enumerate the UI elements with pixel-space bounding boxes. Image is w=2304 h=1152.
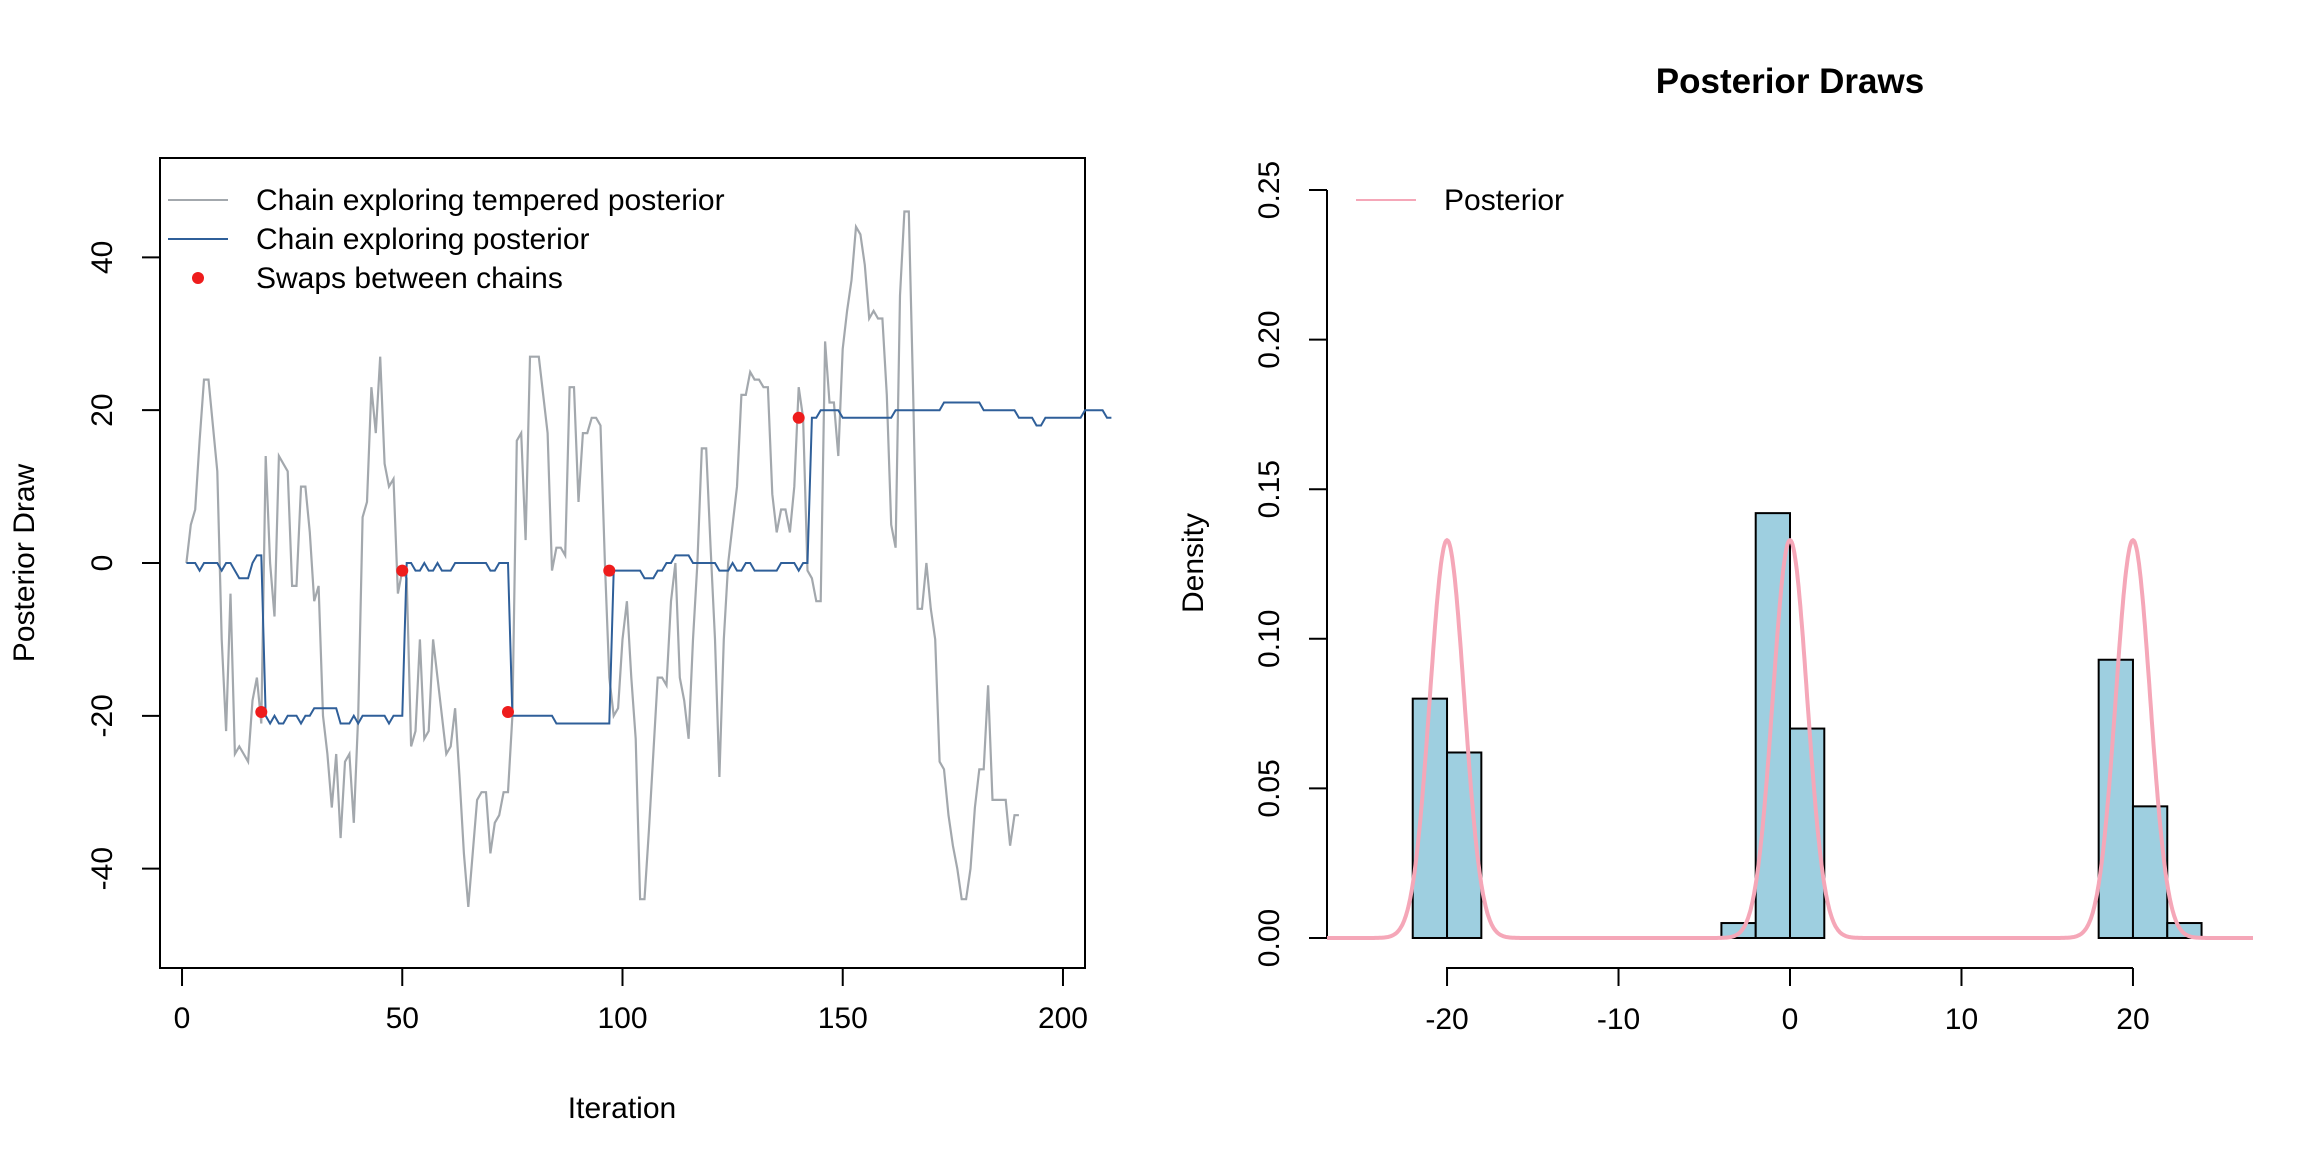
trace-y-tick-label: 0 [86,555,119,572]
histogram-bar [2166,922,2203,939]
posterior-curve-line [1327,537,2253,940]
legend-entry-label: Chain exploring tempered posterior [256,184,725,217]
trace-y-tick-label: -40 [86,847,119,890]
histogram-y-tick-label: 0.15 [1253,460,1286,518]
posterior-chain-line [186,401,1112,726]
histogram-y-tick-label: 0.10 [1253,610,1286,668]
legend-entry-label: Posterior [1444,184,1564,217]
legend-entry-label: Swaps between chains [256,262,563,295]
histogram-bar [1411,697,1449,940]
histogram-title: Posterior Draws [1656,62,1924,101]
swap-point [501,706,514,719]
trace-y-label: Posterior Draw [8,463,41,662]
trace-swaps [255,411,805,719]
trace-x-tick-label: 0 [174,1002,191,1035]
histogram-y-tick-label: 0.20 [1253,310,1286,368]
histogram-y-label: Density [1177,513,1210,613]
posterior-density-curve [1327,537,2253,940]
swap-point [396,564,409,577]
trace-y-tick-label: -20 [86,694,119,737]
swap-point [792,411,805,424]
trace-y-tick-label: 20 [86,393,119,426]
histogram-bar [1754,512,1792,939]
histogram-legend: Posterior [1356,184,1564,217]
histogram-y-tick-label: 0.25 [1253,161,1286,219]
trace-y-axis: -40 -20 0 20 40 [86,241,160,890]
trace-legend: Chain exploring tempered posterior Chain … [168,184,725,295]
histogram-x-tick-label: -10 [1597,1003,1640,1036]
trace-x-label: Iteration [568,1092,676,1125]
trace-series [185,210,1112,907]
swap-point [255,706,268,719]
histogram-y-axis: 0.00 0.05 0.10 0.15 0.20 0.25 [1253,161,1327,967]
histogram-x-tick-label: 10 [1945,1003,1978,1036]
histogram-x-tick-label: 0 [1782,1003,1799,1036]
histogram-bars [1411,512,2203,940]
trace-plot: 0 50 100 150 200 -40 -20 0 20 40 Chain exploring… [8,157,1112,1125]
trace-x-tick-label: 150 [818,1002,868,1035]
trace-x-tick-label: 200 [1038,1002,1088,1035]
trace-y-tick-label: 40 [86,241,119,274]
legend-point-swatch [192,272,204,284]
trace-x-axis: 0 50 100 150 200 [174,968,1088,1035]
trace-x-tick-label: 50 [386,1002,419,1035]
histogram-y-tick-label: 0.00 [1253,909,1286,967]
trace-x-tick-label: 100 [597,1002,647,1035]
histogram-y-tick-label: 0.05 [1253,759,1286,817]
swap-point [603,564,616,577]
tempered-chain-line [185,210,1019,907]
histogram-x-tick-label: 20 [2116,1003,2149,1036]
histogram-x-axis: -20 -10 0 10 20 [1425,968,2150,1036]
histogram-x-tick-label: -20 [1425,1003,1468,1036]
legend-entry-label: Chain exploring posterior [256,223,590,256]
histogram-plot: Posterior Draws -20 -10 0 10 20 0.00 0.05 0.10… [1177,62,2253,1036]
